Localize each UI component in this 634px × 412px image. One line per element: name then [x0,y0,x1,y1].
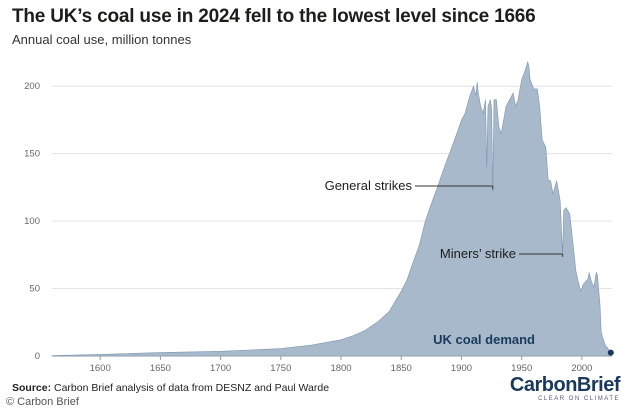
chart-title: The UK’s coal use in 2024 fell to the lo… [12,6,536,27]
y-tick-150: 150 [24,149,40,160]
copyright-watermark: © Carbon Brief [6,396,79,408]
y-tick-100: 100 [24,216,40,227]
x-tick-1950: 1950 [511,363,532,374]
x-tick-1750: 1750 [270,363,291,374]
coal-demand-area [51,60,612,357]
x-tick-1850: 1850 [391,363,412,374]
annotation-general-strikes: General strikes [325,178,413,193]
y-tick-0: 0 [35,351,40,362]
carbonbrief-logo: CarbonBrief [509,374,621,396]
source-text: Carbon Brief analysis of data from DESNZ… [51,382,330,394]
x-tick-1900: 1900 [451,363,472,374]
y-tick-50: 50 [29,284,40,295]
source-label: Source: [12,382,52,394]
latest-value-dot [607,349,614,356]
series-label-uk-coal-demand: UK coal demand [433,332,535,347]
x-tick-1600: 1600 [90,363,111,374]
brand-tagline: CLEAR ON CLIMATE [538,396,620,402]
x-tick-1700: 1700 [210,363,231,374]
chart-subtitle: Annual coal use, million tonnes [12,32,192,47]
source-note: Source: Carbon Brief analysis of data fr… [12,382,329,394]
x-tick-2000: 2000 [571,363,592,374]
y-tick-200: 200 [24,81,40,92]
x-tick-1650: 1650 [150,363,171,374]
x-tick-1800: 1800 [330,363,351,374]
annotation-miners-strike: Miners’ strike [440,246,516,261]
